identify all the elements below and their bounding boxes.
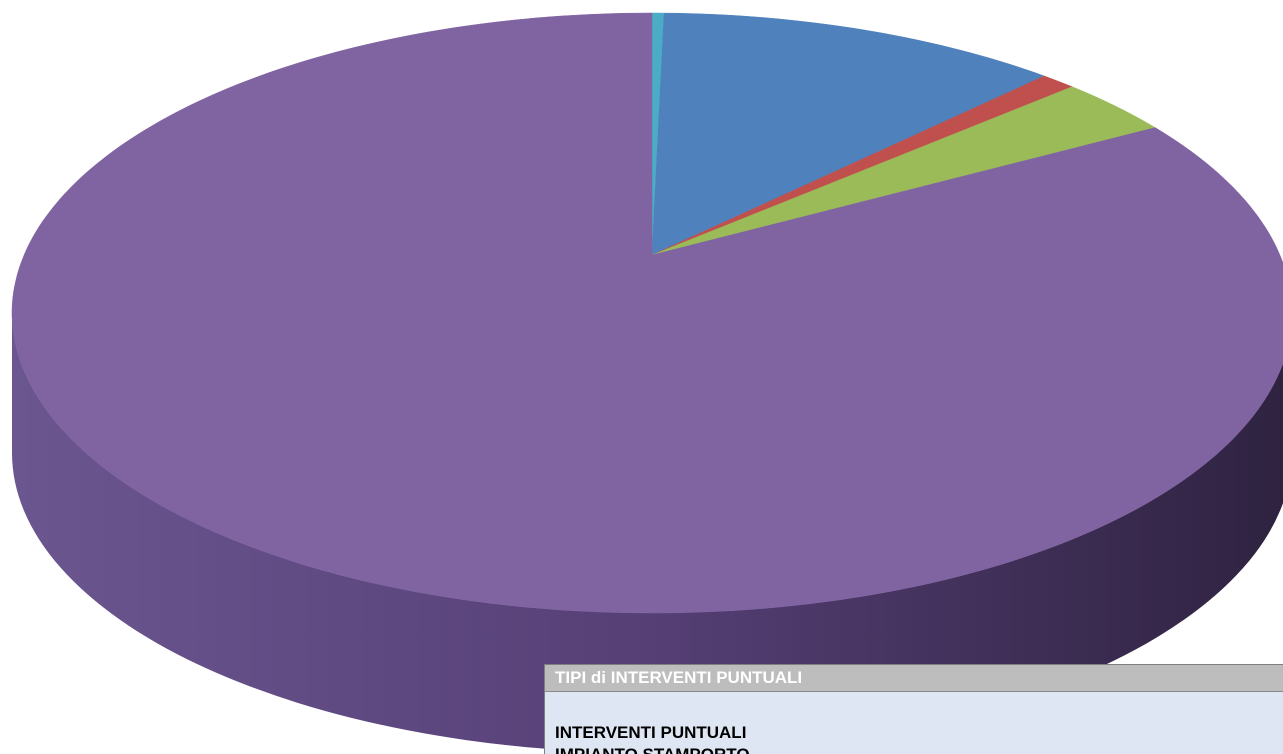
pie-slice: [651, 12, 1045, 256]
table-header: TIPI di INTERVENTI PUNTUALI: [545, 665, 1283, 692]
pie-slice: [11, 12, 1283, 614]
legend-table: TIPI di INTERVENTI PUNTUALI INTERVENTI P…: [544, 664, 1283, 754]
table-row: IMPIANTO STAMPORTO: [545, 744, 1283, 754]
table-row: INTERVENTI PUNTUALI: [555, 723, 747, 742]
pie-slice: [651, 86, 1156, 256]
pie-side-wall: [12, 313, 1283, 753]
